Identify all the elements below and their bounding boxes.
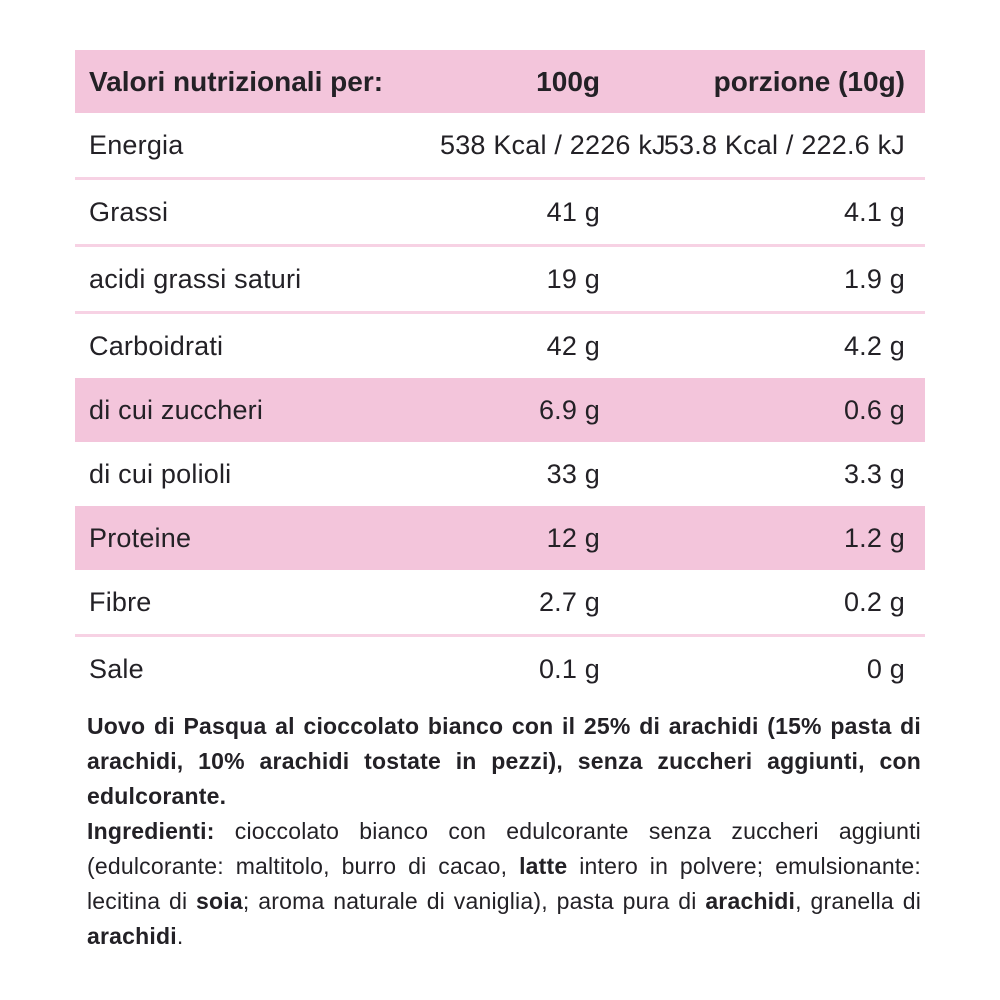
label-paragraphs: Uovo di Pasqua al cioccolato bianco con … — [87, 709, 921, 954]
table-row: Grassi 41 g 4.1 g — [75, 180, 925, 244]
row-label: di cui zuccheri — [89, 394, 264, 425]
row-label: Sale — [89, 653, 144, 684]
row-label: Proteine — [89, 522, 192, 553]
row-label: Carboidrati — [89, 330, 224, 361]
row-value-100g: 42 g — [546, 330, 600, 361]
ingredients-paragraph: Ingredienti: cioccolato bianco con edulc… — [87, 814, 921, 954]
table-row: Sale 0.1 g 0 g — [75, 637, 925, 701]
row-value-portion: 53.8 Kcal / 222.6 kJ — [663, 129, 905, 160]
row-value-100g: 538 Kcal / 2226 kJ — [440, 129, 666, 160]
table-body: Energia 538 Kcal / 2226 kJ 53.8 Kcal / 2… — [75, 113, 925, 701]
table-row: Proteine 12 g 1.2 g — [75, 506, 925, 570]
row-label: Grassi — [89, 196, 169, 227]
row-label: di cui polioli — [89, 458, 232, 489]
table-row: di cui polioli 33 g 3.3 g — [75, 442, 925, 506]
ingredient-bold-term: latte — [519, 853, 568, 879]
row-value-portion: 0.2 g — [843, 586, 905, 617]
ingredient-bold-term: arachidi — [87, 923, 177, 949]
row-value-portion: 4.1 g — [843, 196, 905, 227]
row-value-100g: 0.1 g — [538, 653, 600, 684]
row-value-100g: 12 g — [546, 522, 600, 553]
row-value-portion: 0 g — [866, 653, 905, 684]
ingredient-bold-term: Ingredienti: — [87, 818, 215, 844]
ingredient-text: ; aroma naturale di vaniglia), pasta pur… — [242, 888, 706, 914]
table-row: Fibre 2.7 g 0.2 g — [75, 570, 925, 634]
row-label: acidi grassi saturi — [89, 263, 302, 294]
row-label: Energia — [89, 129, 184, 160]
row-separator — [75, 177, 925, 180]
table-row: acidi grassi saturi 19 g 1.9 g — [75, 247, 925, 311]
ingredient-bold-term: soia — [196, 888, 243, 914]
table-header-row: Valori nutrizionali per: 100g porzione (… — [75, 50, 925, 113]
row-value-100g: 41 g — [546, 196, 600, 227]
header-col-portion: porzione (10g) — [713, 65, 905, 97]
row-separator — [75, 311, 925, 314]
row-value-100g: 19 g — [546, 263, 600, 294]
row-value-portion: 3.3 g — [843, 458, 905, 489]
row-value-100g: 6.9 g — [538, 394, 600, 425]
ingredient-text: , granella di — [795, 888, 921, 914]
row-value-portion: 4.2 g — [843, 330, 905, 361]
row-value-100g: 33 g — [546, 458, 600, 489]
row-label: Fibre — [89, 586, 152, 617]
ingredient-text: . — [176, 923, 184, 949]
header-col-100g: 100g — [536, 65, 600, 97]
nutrition-label-card: Valori nutrizionali per: 100g porzione (… — [75, 50, 925, 954]
ingredient-text: cioccolato bianco con edulcorante senza … — [87, 818, 921, 879]
row-value-portion: 0.6 g — [843, 394, 905, 425]
table-row: Energia 538 Kcal / 2226 kJ 53.8 Kcal / 2… — [75, 113, 925, 177]
header-col-label: Valori nutrizionali per: — [89, 65, 384, 97]
row-separator — [75, 244, 925, 247]
product-description: Uovo di Pasqua al cioccolato bianco con … — [87, 713, 921, 809]
table-row: Carboidrati 42 g 4.2 g — [75, 314, 925, 378]
row-value-portion: 1.9 g — [843, 263, 905, 294]
row-value-100g: 2.7 g — [538, 586, 600, 617]
ingredient-bold-term: arachidi — [705, 888, 796, 914]
ingredient-text: intero in polvere; emulsionante: lecitin… — [87, 853, 921, 914]
row-separator — [75, 634, 925, 637]
row-value-portion: 1.2 g — [843, 522, 905, 553]
table-row: di cui zuccheri 6.9 g 0.6 g — [75, 378, 925, 442]
